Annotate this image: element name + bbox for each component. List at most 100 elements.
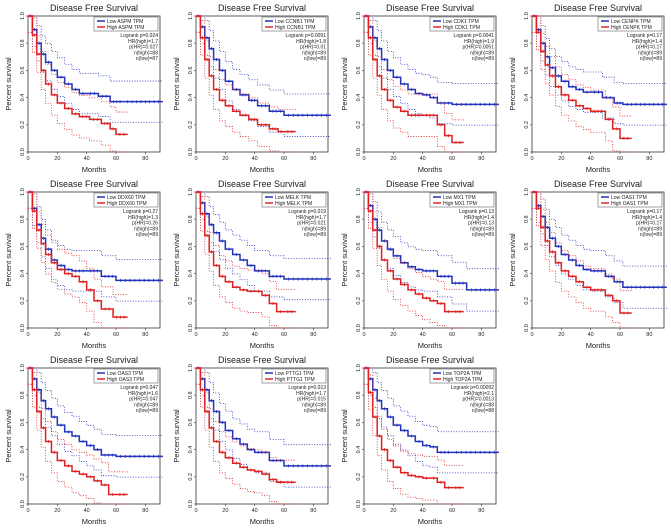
y-tick-label: 0.8 [188,39,194,47]
survival-panel: Disease Free Survival 0.0 0.2 0.4 0.6 0.8 1.0 0… [340,354,502,528]
ci-lower-line [196,31,296,153]
legend-label-high: High OAS1 TPM [611,201,648,207]
y-tick-label: 0.4 [188,94,194,102]
legend-box [597,16,663,32]
ci-lower-line [364,383,499,474]
legend-stat: Logrank p=0.13 [459,209,494,215]
legend-stat: Logrank p=0.0041 [454,33,495,39]
x-axis-label: Months [586,341,611,350]
survival-curve [196,367,296,483]
legend-stat: n(high)=88 [134,50,158,56]
x-tick-label: 80 [478,508,484,514]
survival-chart: Disease Free Survival 0.0 0.2 0.4 0.6 0.8 1.0 0… [4,3,163,174]
legend-stat: p(HR)=0.26 [132,221,158,227]
y-tick-label: 0.2 [356,297,362,305]
x-tick-label: 60 [449,156,455,162]
legend-stat: HR(high)=1.3 [128,215,158,221]
legend-stat: n(low)=87 [136,56,158,62]
y-tick-label: 0.4 [356,270,362,278]
ci-lower-line [28,31,128,153]
x-tick-label: 80 [142,508,148,514]
legend-stat: HR(high)=1.4 [632,39,662,45]
y-tick-label: 0.6 [188,419,194,427]
chart-title: Disease Free Survival [386,355,474,365]
legend-stat: HR(high)=2.1 [464,391,494,397]
x-tick-label: 40 [420,156,426,162]
plot-frame [363,15,497,153]
legend-stat: HR(high)=1.7 [128,39,158,45]
legend-box [261,368,327,384]
y-tick-label: 0.8 [20,215,26,223]
legend-stat: p(HR)=0.0051 [462,45,494,51]
y-tick-label: 0.0 [20,148,26,156]
ci-upper-line [28,367,163,437]
x-tick-label: 20 [54,156,60,162]
ci-upper-line [532,15,667,85]
legend-stat: p(HR)=0.015 [297,397,326,403]
legend-label-high: High CDK1 TPM [443,25,480,31]
survival-panel: Disease Free Survival 0.0 0.2 0.4 0.6 0.8 1.0 0… [508,2,670,176]
y-tick-label: 1.0 [188,188,194,196]
survival-chart: Disease Free Survival 0.0 0.2 0.4 0.6 0.8 1.0 0… [508,179,667,350]
y-tick-label: 0.8 [20,391,26,399]
survival-panel: Disease Free Survival 0.0 0.2 0.4 0.6 0.8 1.0 0… [340,178,502,352]
y-tick-label: 0.6 [188,243,194,251]
x-tick-label: 80 [478,332,484,338]
legend-label-high: High TOP2A TPM [443,377,482,383]
legend-stat: n(low)=89 [304,56,326,62]
ci-upper-line [364,367,464,466]
y-axis-label: Percent survival [4,57,13,111]
legend-label-low: Low OAS3 TPM [107,371,143,377]
x-tick-label: 60 [617,156,623,162]
plot-frame [531,191,665,329]
x-tick-label: 80 [478,156,484,162]
survival-curve [364,191,464,313]
x-tick-label: 80 [310,156,316,162]
x-tick-label: 60 [113,332,119,338]
x-tick-label: 0 [362,156,365,162]
survival-chart: Disease Free Survival 0.0 0.2 0.4 0.6 0.8 1.0 0… [172,355,331,526]
x-tick-label: 0 [194,156,197,162]
ci-lower-line [196,31,331,137]
x-tick-label: 40 [588,332,594,338]
legend-stat: HR(high)=1.7 [296,391,326,397]
x-tick-label: 60 [113,508,119,514]
legend-label-low: Low CDK1 TPM [443,19,479,25]
x-axis-label: Months [418,517,443,526]
ci-lower-line [28,383,128,505]
survival-curve [196,15,296,133]
legend-label-high: High MELK TPM [275,201,312,207]
y-tick-label: 0.0 [356,148,362,156]
x-tick-label: 40 [588,156,594,162]
survival-chart: Disease Free Survival 0.0 0.2 0.4 0.6 0.8 1.0 0… [172,3,331,174]
ci-lower-line [196,207,296,329]
legend-label-low: Low ASPM TPM [107,19,143,25]
legend-box [429,192,495,208]
legend-stat: HR(high)=1.8 [296,39,326,45]
x-tick-label: 20 [54,332,60,338]
y-tick-label: 1.0 [356,12,362,20]
plot-frame [195,367,329,505]
x-tick-label: 20 [222,156,228,162]
ci-upper-line [364,191,464,290]
ci-lower-line [364,31,464,153]
x-tick-label: 0 [194,332,197,338]
x-tick-label: 40 [252,332,258,338]
ci-lower-line [532,31,667,126]
ci-lower-line [532,207,667,309]
x-tick-label: 80 [310,508,316,514]
y-axis-label: Percent survival [340,233,349,287]
y-tick-label: 0.0 [20,324,26,332]
y-tick-label: 0.2 [188,297,194,305]
y-tick-label: 0.2 [20,473,26,481]
ci-lower-line [28,31,163,123]
x-tick-label: 80 [310,332,316,338]
y-tick-label: 0.4 [356,94,362,102]
legend-stat: Logrank p=0.013 [288,385,326,391]
chart-title: Disease Free Survival [218,355,306,365]
